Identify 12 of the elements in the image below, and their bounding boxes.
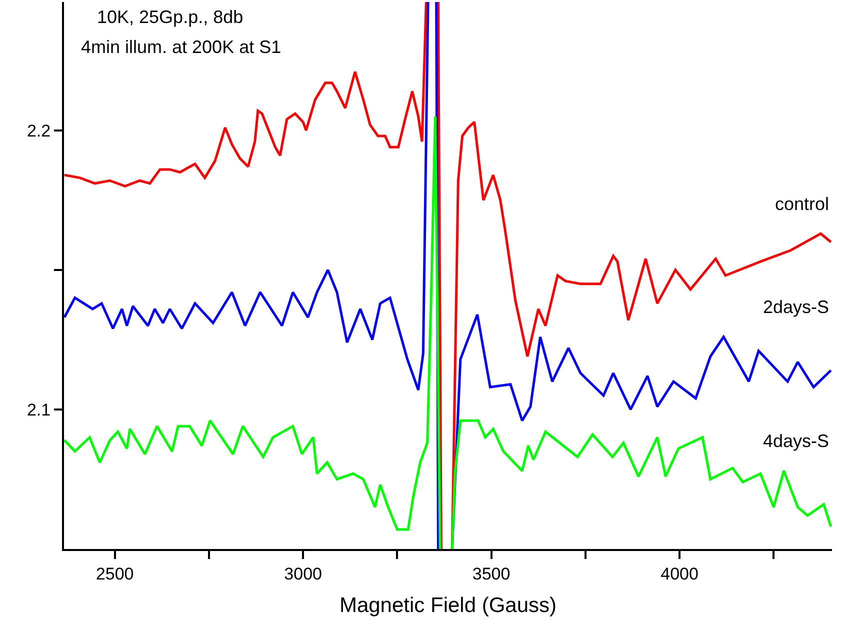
annotation: 4min illum. at 200K at S1 [81, 37, 282, 57]
x-tick-label: 3000 [284, 564, 322, 584]
x-tick-label: 3500 [472, 564, 510, 584]
x-axis-title: Magnetic Field (Gauss) [339, 594, 557, 618]
series-label: 4days-S [763, 431, 830, 451]
y-tick-label: 2.1 [26, 400, 51, 420]
x-tick-label: 2500 [96, 564, 134, 584]
x-tick-label: 4000 [660, 564, 698, 584]
series-label: control [775, 194, 830, 214]
series-label: 2days-S [763, 297, 830, 317]
y-tick-label: 2.2 [26, 121, 51, 140]
annotation: 10K, 25Gp.p., 8db [97, 7, 244, 27]
